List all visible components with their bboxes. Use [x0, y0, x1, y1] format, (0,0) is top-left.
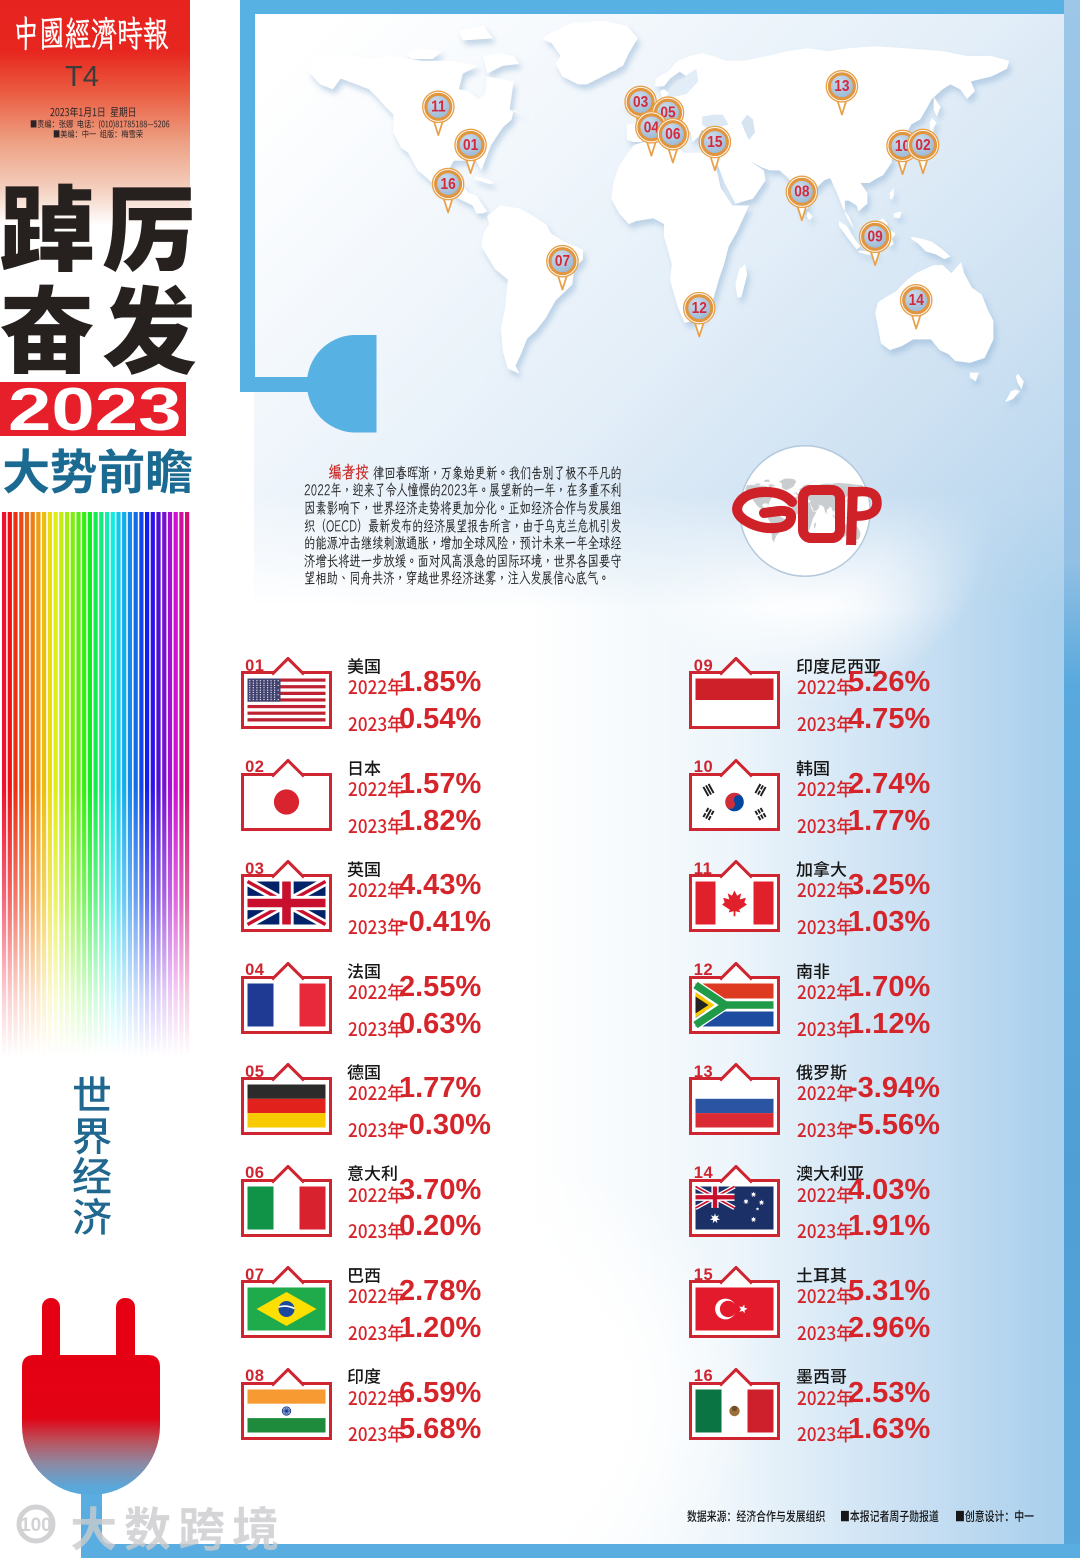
svg-text:04: 04 — [644, 118, 660, 136]
svg-text:12: 12 — [692, 299, 707, 317]
svg-text:03: 03 — [633, 93, 648, 111]
svg-text:100: 100 — [20, 1515, 52, 1536]
svg-text:06: 06 — [665, 125, 680, 143]
svg-text:09: 09 — [868, 228, 883, 246]
svg-text:16: 16 — [440, 175, 455, 193]
svg-text:10: 10 — [895, 137, 910, 155]
svg-text:14: 14 — [909, 291, 925, 309]
svg-text:11: 11 — [431, 98, 445, 116]
svg-text:01: 01 — [463, 136, 478, 154]
svg-text:07: 07 — [555, 252, 570, 270]
svg-text:02: 02 — [915, 136, 930, 154]
svg-text:13: 13 — [834, 77, 849, 95]
svg-text:15: 15 — [707, 133, 722, 151]
svg-text:08: 08 — [794, 183, 809, 201]
